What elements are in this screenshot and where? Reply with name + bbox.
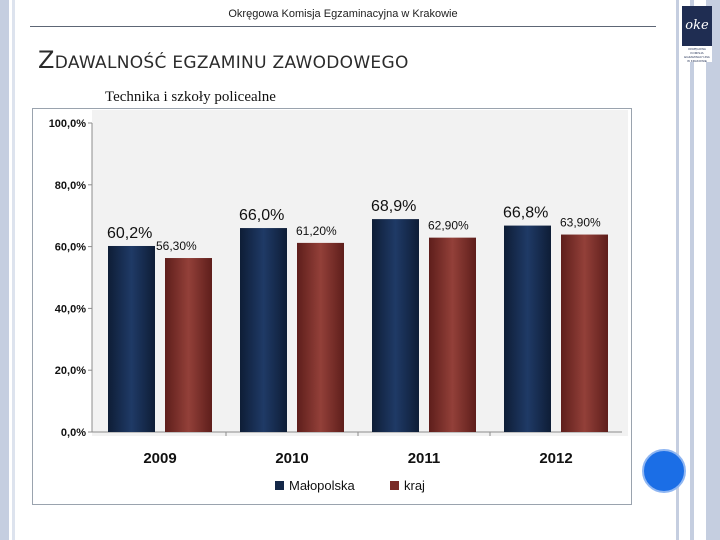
header-divider: [30, 26, 656, 27]
y-tick-label: 80,0%: [55, 180, 86, 192]
legend-swatch-malopolska: [275, 481, 284, 490]
bar-kraj-2012: [561, 234, 608, 432]
right-decorative-stripe-1: [676, 0, 679, 540]
bar-malopolska-2012: [504, 225, 551, 432]
bar-malopolska-2010: [240, 228, 287, 432]
bar-kraj-2011: [429, 237, 476, 432]
organization-name: Okręgowa Komisja Egzaminacyjna w Krakowi…: [228, 8, 458, 20]
right-decorative-stripe-2: [690, 0, 694, 540]
y-tick-label: 60,0%: [55, 242, 86, 254]
y-tick-group: 0,0% 20,0% 40,0% 60,0% 80,0% 100,0%: [49, 118, 92, 439]
bar-kraj-2009: [165, 258, 212, 432]
data-label-malopolska-2012: 66,8%: [503, 205, 548, 222]
legend-label-malopolska: Małopolska: [289, 478, 356, 493]
data-label-kraj-2010: 61,20%: [296, 224, 337, 238]
x-tick-group: 2009 2010 2011 2012: [143, 432, 573, 467]
chart-frame: [32, 108, 632, 505]
legend: Małopolska kraj: [275, 478, 425, 493]
right-decorative-bar: [706, 0, 720, 540]
data-label-kraj-2009: 56,30%: [156, 239, 197, 253]
y-tick-label: 100,0%: [49, 118, 87, 130]
y-tick-label: 40,0%: [55, 303, 86, 315]
logo-symbol: oke: [682, 6, 712, 46]
logo-caption: OKRĘGOWA KOMISJA EGZAMINACYJNA W KRAKOWI…: [682, 47, 712, 63]
x-tick-label: 2009: [143, 450, 176, 467]
data-label-malopolska-2011: 68,9%: [371, 198, 416, 215]
bar-malopolska-2009: [108, 245, 155, 432]
x-tick-label: 2010: [275, 450, 308, 467]
navigation-circle-button[interactable]: [642, 449, 686, 493]
data-label-malopolska-2010: 66,0%: [239, 207, 284, 224]
data-label-malopolska-2009: 60,2%: [107, 225, 152, 242]
x-tick-label: 2012: [539, 450, 572, 467]
logo-line: EGZAMINACYJNA: [684, 55, 710, 59]
slide-title: ZDAWALNOŚĆ EGZAMINU ZAWODOWEGO: [38, 46, 409, 74]
slide-title-rest: DAWALNOŚĆ EGZAMINU ZAWODOWEGO: [54, 53, 409, 73]
legend-label-kraj: kraj: [404, 478, 425, 493]
slide-title-initial: Z: [38, 46, 55, 74]
oke-logo: oke OKRĘGOWA KOMISJA EGZAMINACYJNA W KRA…: [682, 6, 712, 63]
logo-line: W KRAKOWIE: [687, 59, 707, 63]
bar-label-group: 60,2% 56,30% 66,0% 61,20% 68,9% 62,90% 66,8% 63…: [107, 198, 601, 253]
chart-subtitle: Technika i szkoły policealne: [105, 89, 276, 105]
y-tick-label: 20,0%: [55, 365, 86, 377]
data-label-kraj-2012: 63,90%: [560, 216, 601, 230]
left-decorative-bar: [0, 0, 9, 540]
legend-swatch-kraj: [390, 481, 399, 490]
left-decorative-stripe: [12, 0, 15, 540]
data-label-kraj-2011: 62,90%: [428, 219, 469, 233]
bar-malopolska-2011: [372, 219, 419, 432]
logo-line: OKRĘGOWA: [688, 47, 706, 51]
logo-line: KOMISJA: [690, 51, 704, 55]
x-tick-label: 2011: [408, 450, 441, 467]
bar-kraj-2010: [297, 242, 344, 432]
y-tick-label: 0,0%: [61, 427, 86, 439]
bar-group: [108, 219, 608, 432]
